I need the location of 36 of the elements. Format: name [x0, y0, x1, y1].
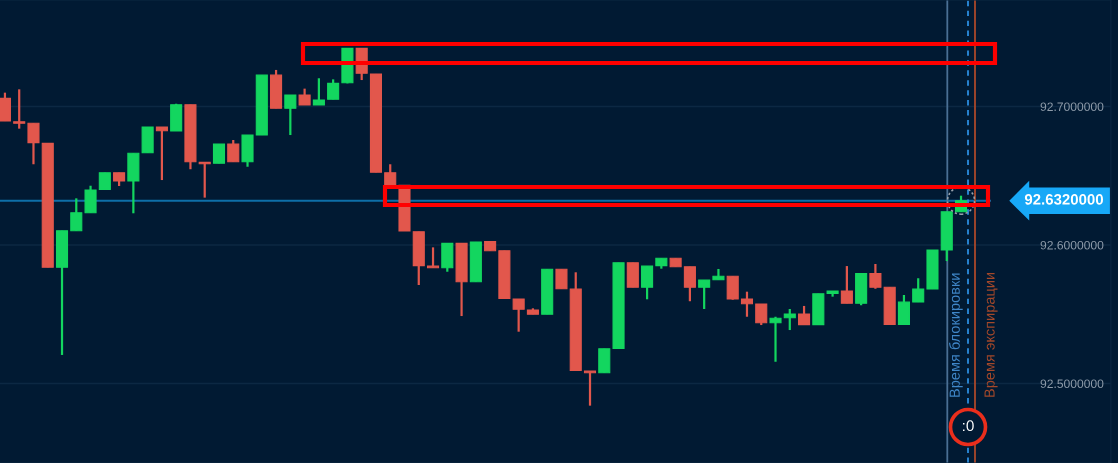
- candlestick: [312, 77, 325, 107]
- candlestick: [426, 246, 440, 269]
- y-tick-label: 92.5000000: [1040, 379, 1104, 388]
- annotation: Время блокировки: [949, 273, 963, 397]
- candlestick: [555, 268, 568, 290]
- ref-line-label: 92.6320000: [1024, 194, 1104, 205]
- candlestick: [598, 347, 611, 374]
- candlestick: [740, 290, 754, 318]
- candlestick: [869, 262, 882, 290]
- candlestick: [583, 369, 597, 407]
- candlestick: [798, 304, 811, 326]
- candlestick: [13, 88, 26, 130]
- candlestick: [0, 91, 11, 123]
- candlestick: [327, 78, 340, 101]
- candlestick: [840, 264, 853, 305]
- candlestick: [683, 265, 696, 303]
- candlestick: [212, 142, 226, 165]
- candlestick: [284, 93, 297, 137]
- y-tick-label: 92.6000000: [1040, 240, 1104, 250]
- candlestick: [641, 264, 654, 301]
- candlestick: [227, 138, 240, 163]
- candlestick: [27, 122, 40, 166]
- candlestick: [698, 278, 711, 311]
- candlestick: [769, 315, 782, 363]
- candlestick: [84, 184, 97, 214]
- annotation: :0: [963, 420, 974, 432]
- candlestick: [912, 277, 925, 304]
- candlestick: [155, 125, 168, 182]
- candlestick: [726, 275, 739, 301]
- y-tick-label: 92.7000000: [1040, 102, 1104, 111]
- candlestick: [70, 197, 83, 232]
- candlestick: [755, 302, 768, 327]
- annotation: Время экспирации: [984, 272, 998, 397]
- candlestick: [783, 307, 796, 332]
- candlestick: [512, 297, 525, 333]
- candlestick: [897, 293, 910, 326]
